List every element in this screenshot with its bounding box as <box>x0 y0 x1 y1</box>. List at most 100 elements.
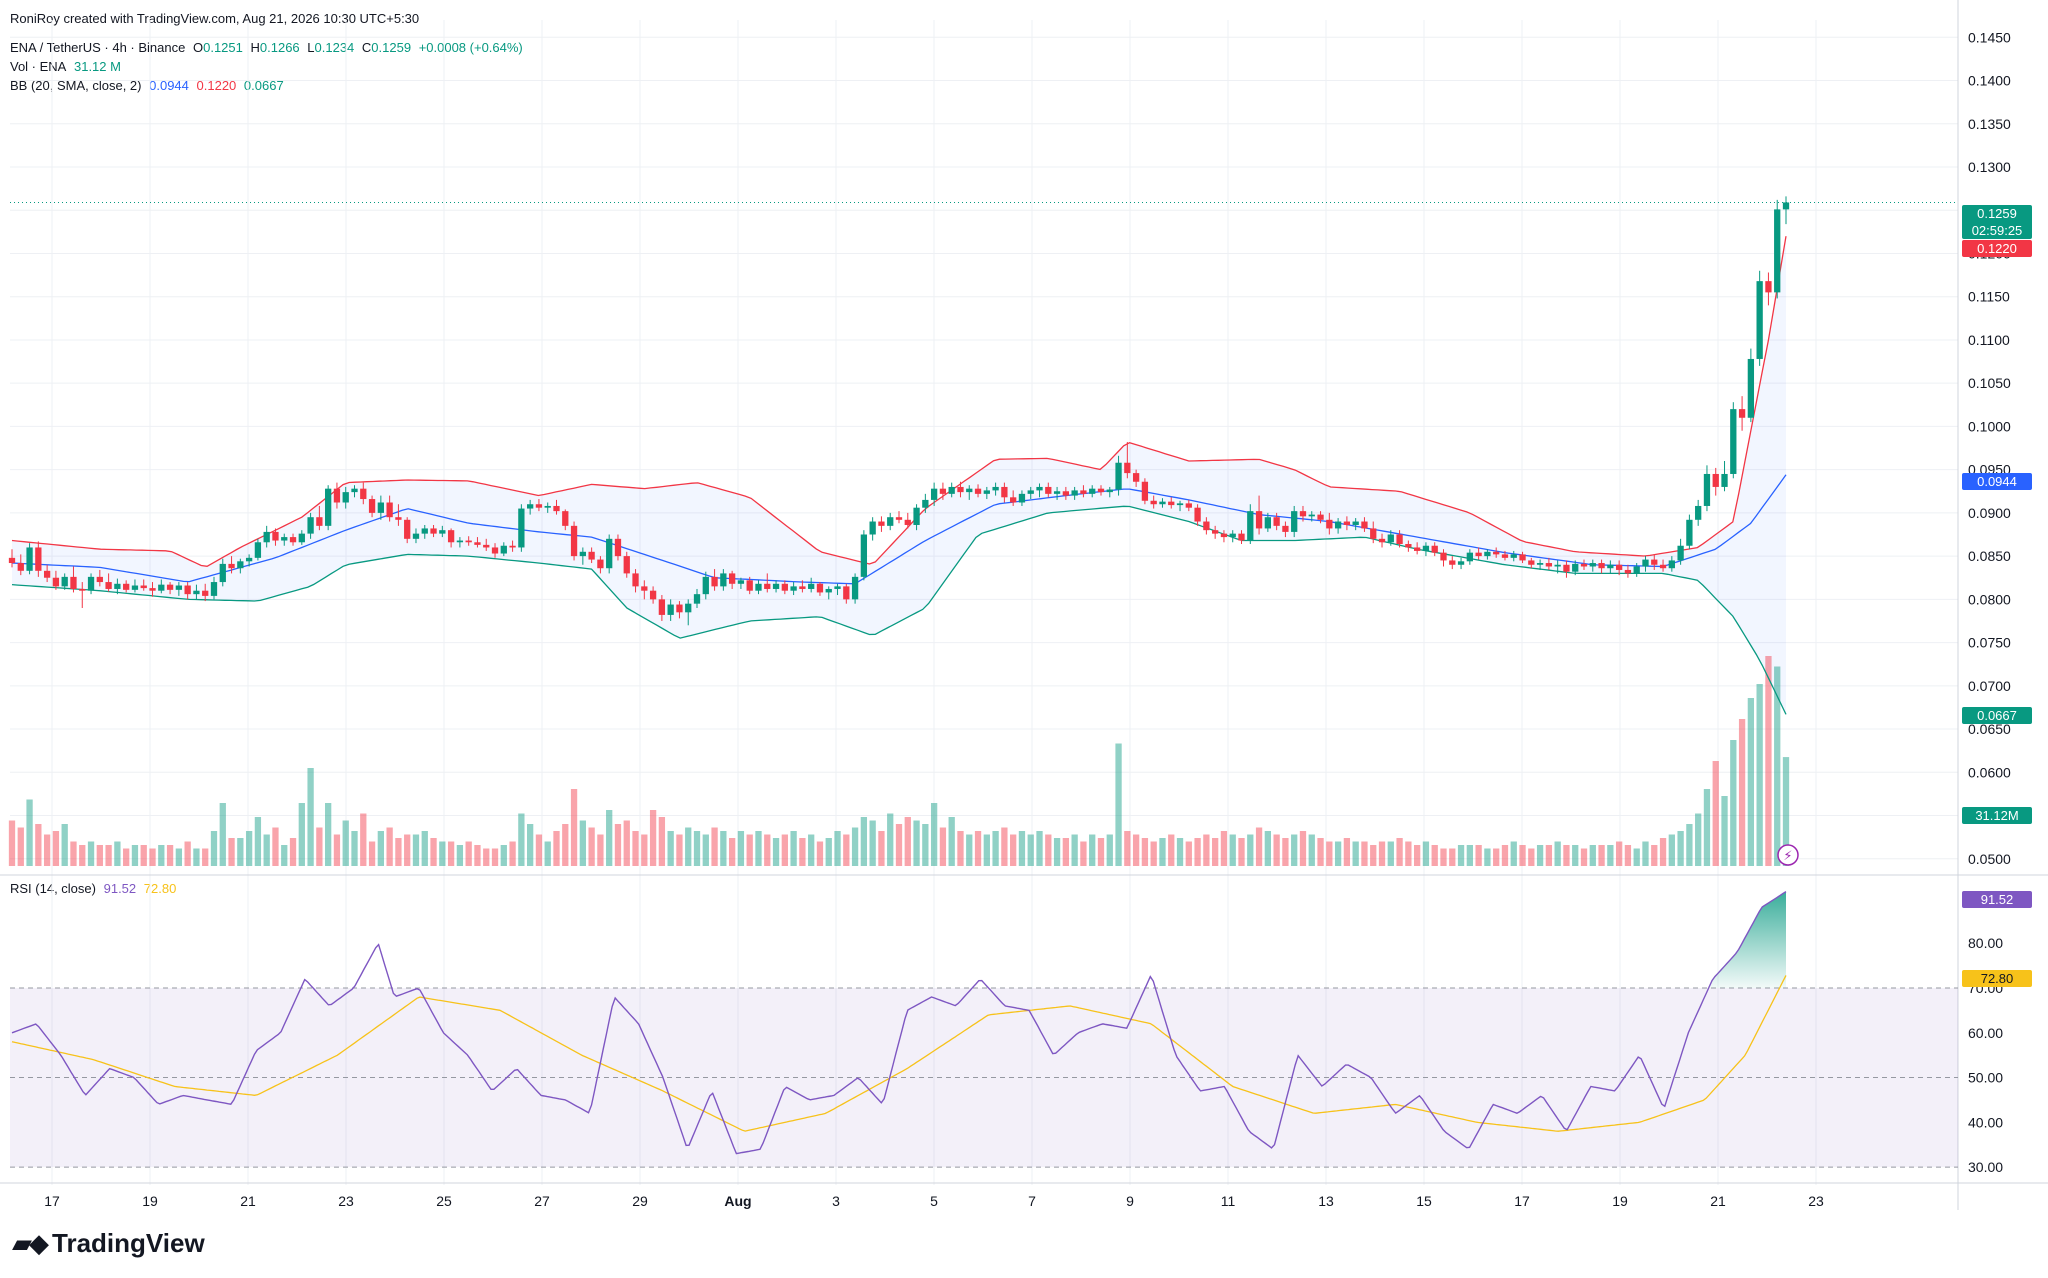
volume-bar <box>755 831 762 866</box>
legend-rsi[interactable]: RSI (14, close) 91.52 72.80 <box>10 881 180 896</box>
candle-body <box>570 525 578 557</box>
candle-body <box>1747 358 1755 418</box>
volume-bar <box>1291 834 1298 866</box>
legend-high: 0.1266 <box>259 40 300 55</box>
candle-body <box>966 488 973 493</box>
legend-high-label: H <box>250 40 260 55</box>
volume-bar <box>1018 831 1026 866</box>
candle-body <box>1159 501 1166 505</box>
volume-bar <box>562 824 569 866</box>
candle-body <box>562 511 569 526</box>
candle-body <box>992 486 999 491</box>
candle-body <box>360 488 367 500</box>
volume-bar <box>202 848 209 866</box>
volume-bar <box>1668 834 1675 866</box>
tradingview-logo[interactable]: ▰◆ TradingView <box>12 1228 205 1259</box>
candle-body <box>35 547 42 571</box>
volume-bar <box>175 848 183 866</box>
volume-bar <box>825 838 832 866</box>
volume-bar <box>1053 838 1061 866</box>
volume-bar <box>1106 834 1113 866</box>
volume-bar <box>1343 838 1351 866</box>
rsi-tag: 91.52 <box>1962 891 2032 908</box>
candle-body <box>816 583 824 593</box>
volume-bar <box>17 827 24 866</box>
volume-bar <box>1071 834 1078 866</box>
volume-bar <box>166 845 174 866</box>
volume-bar <box>1457 845 1465 866</box>
volume-bar <box>1396 838 1403 866</box>
volume-bar <box>588 827 595 866</box>
price-tick-label: 0.1450 <box>1968 29 2011 45</box>
candle-body <box>17 563 24 571</box>
volume-bar <box>553 831 560 866</box>
candle-body <box>1677 545 1684 561</box>
candle-body <box>351 488 358 493</box>
candle-body <box>667 604 674 615</box>
lightning-icon: ⚡ <box>1783 849 1792 864</box>
volume-bar <box>597 834 604 866</box>
candle-body <box>404 519 411 539</box>
volume-bar <box>1589 845 1596 866</box>
candle-body <box>1124 462 1131 474</box>
candle-body <box>860 534 868 577</box>
volume-bar <box>1615 841 1623 866</box>
tradingview-logo-icon: ▰◆ <box>12 1228 49 1258</box>
candle-body <box>518 508 525 548</box>
candle-body <box>447 530 455 543</box>
tradingview-logo-text: TradingView <box>52 1228 205 1258</box>
volume-bar <box>1247 834 1254 866</box>
candle-body <box>1563 564 1570 572</box>
volume-bar <box>219 803 226 866</box>
volume-bar <box>527 824 534 866</box>
legend-bollinger[interactable]: BB (20, SMA, close, 2) 0.0944 0.1220 0.0… <box>10 78 288 93</box>
legend-symbol[interactable]: ENA / TetherUS · 4h · Binance <box>10 40 186 55</box>
volume-bar <box>1229 834 1236 866</box>
volume-bar <box>1185 841 1192 866</box>
volume-bar <box>1493 848 1500 866</box>
legend-close: 0.1259 <box>371 40 412 55</box>
candle-body <box>983 490 990 494</box>
candle-body <box>175 585 183 590</box>
volume-bar <box>860 817 868 866</box>
candle-body <box>210 582 218 596</box>
volume-bar <box>412 834 420 866</box>
candle-body <box>1589 563 1596 567</box>
candle-body <box>1343 521 1351 525</box>
volume-bar <box>658 817 666 866</box>
candle-body <box>1703 473 1711 506</box>
volume-bar <box>799 838 806 866</box>
candle-body <box>325 488 332 526</box>
candle-body <box>1220 533 1228 538</box>
volume-bar <box>509 841 516 866</box>
candle-body <box>1141 481 1149 501</box>
legend-bb-label: BB (20, SMA, close, 2) <box>10 78 142 93</box>
volume-bar <box>737 831 745 866</box>
volume-bar <box>1352 841 1359 866</box>
candle-body <box>149 588 156 591</box>
candle-body <box>579 551 586 557</box>
volume-bar <box>1255 827 1263 866</box>
candle-body <box>1106 489 1113 493</box>
candle-body <box>500 545 507 554</box>
alert-icon[interactable] <box>1777 844 1799 866</box>
time-tick-label: 17 <box>1514 1193 1530 1209</box>
volume-bar <box>728 838 736 866</box>
candle-body <box>1501 554 1509 558</box>
volume-bar <box>289 838 297 866</box>
candle-body <box>676 604 683 613</box>
candle-body <box>430 528 437 534</box>
candle-body <box>544 505 551 508</box>
price-tick-label: 0.1150 <box>1968 289 2010 305</box>
volume-bar <box>1097 838 1105 866</box>
volume-bar <box>869 820 876 866</box>
volume-bar <box>491 848 499 866</box>
volume-bar <box>1036 831 1043 866</box>
volume-bar <box>746 834 753 866</box>
volume-bar <box>570 789 578 866</box>
candle-body <box>439 530 446 534</box>
volume-bar <box>1387 841 1394 866</box>
candle-body <box>711 576 718 587</box>
credit-line: RoniRoy created with TradingView.com, Au… <box>10 11 420 26</box>
